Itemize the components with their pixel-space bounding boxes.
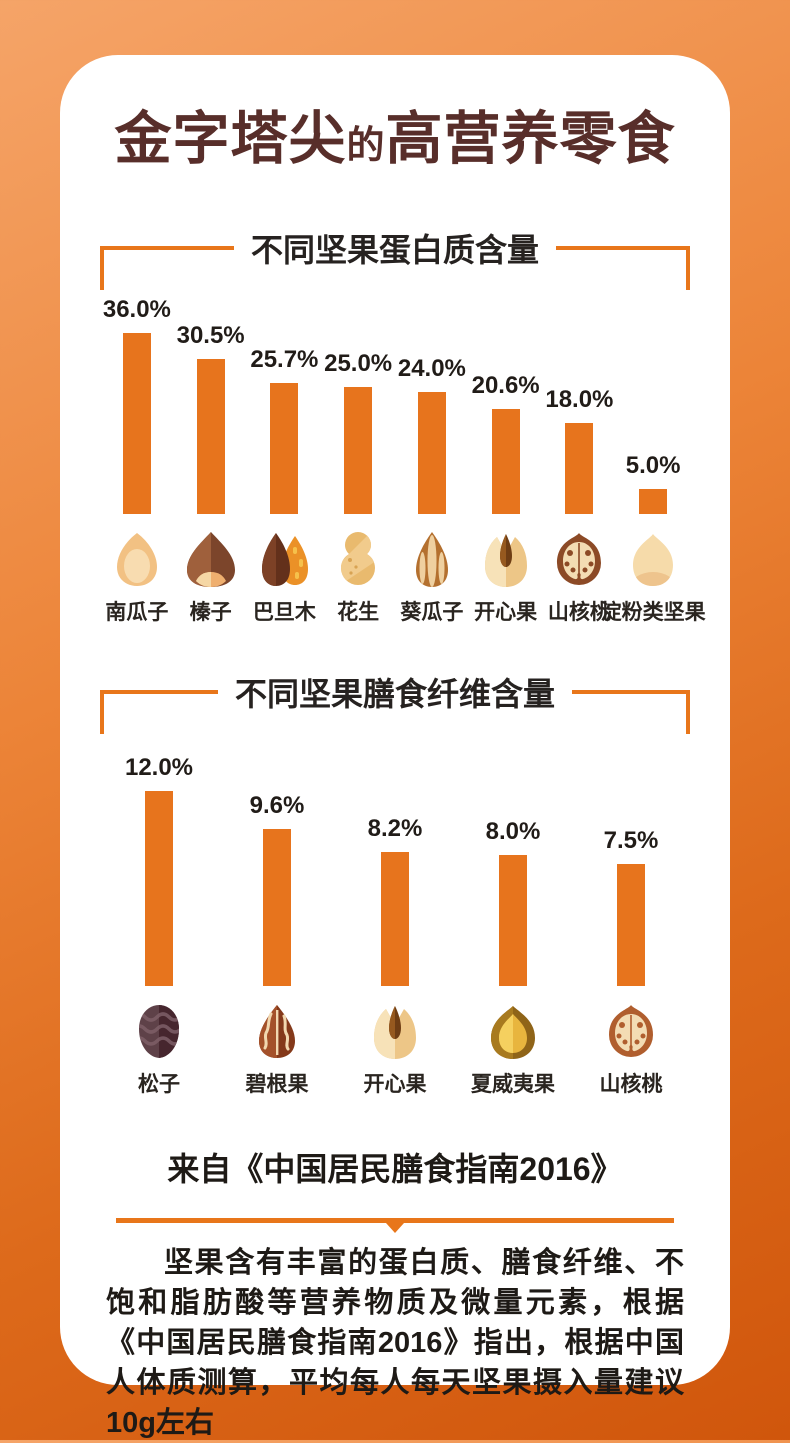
- walnut-red-icon: [600, 1001, 662, 1061]
- chart-column: 12.0% 松子: [100, 754, 218, 1098]
- bar: [344, 386, 373, 514]
- category-label: 花生: [337, 601, 380, 624]
- bracket-right-icon: [556, 226, 691, 290]
- bar: [491, 409, 520, 514]
- chart-column: 25.7% 巴旦木: [248, 296, 322, 626]
- pistachio-icon: [475, 529, 537, 589]
- bar-wrapper: 24.0%: [398, 296, 466, 514]
- bar-value-label: 20.6%: [471, 372, 540, 400]
- bar: [639, 488, 668, 514]
- bar-wrapper: 9.6%: [249, 754, 305, 986]
- bar-value-label: 9.6%: [249, 792, 305, 820]
- chart-column: 7.5% 山核桃: [572, 754, 690, 1098]
- pine-nut-icon: [128, 1001, 190, 1061]
- category-label: 夏威夷果: [471, 1073, 555, 1096]
- pecan-icon: [246, 1001, 308, 1061]
- title-part-2: 高营养零食: [385, 105, 676, 172]
- category-label: 葵瓜子: [400, 601, 464, 624]
- category-label: 山核桃: [547, 601, 611, 624]
- hazelnut-icon: [180, 529, 242, 589]
- bar-wrapper: 25.0%: [324, 296, 392, 514]
- bar-wrapper: 20.6%: [472, 296, 540, 514]
- bar-wrapper: 36.0%: [103, 296, 171, 514]
- page-title: 金字塔尖的高营养零食: [100, 101, 690, 182]
- bar: [380, 852, 409, 986]
- category-label: 开心果: [363, 1073, 427, 1096]
- arrow-down-icon: [386, 1223, 404, 1233]
- section-title-fiber: 不同坚果膳食纤维含量: [235, 676, 556, 712]
- chart-column: 30.5% 榛子: [174, 296, 248, 626]
- pumpkin-seed-icon: [106, 529, 168, 589]
- category-label: 松子: [138, 1073, 180, 1096]
- bar-value-label: 25.7%: [250, 346, 319, 374]
- bar-chart-protein: 36.0% 南瓜子 30.5% 榛子 25.7% 巴旦木 25.0% 花生 24…: [100, 296, 706, 626]
- bar-wrapper: 25.7%: [250, 296, 318, 514]
- infographic-card: 金字塔尖的高营养零食 不同坚果蛋白质含量 36.0% 南瓜子 30.5% 榛子 …: [60, 55, 730, 1439]
- bar: [196, 359, 225, 514]
- bar-value-label: 8.2%: [367, 815, 423, 843]
- bar-wrapper: 7.5%: [603, 754, 659, 986]
- chart-column: 8.0% 夏威夷果: [454, 754, 572, 1098]
- category-label: 山核桃: [599, 1073, 663, 1096]
- sunflower-seed-icon: [401, 529, 463, 589]
- protein-chart-section: 不同坚果蛋白质含量 36.0% 南瓜子 30.5% 榛子 25.7% 巴旦木 2…: [100, 226, 706, 626]
- bar-value-label: 25.0%: [324, 349, 393, 377]
- category-label: 榛子: [189, 601, 232, 624]
- chart-column: 5.0% 淀粉类坚果: [601, 296, 706, 626]
- bar-wrapper: 5.0%: [625, 296, 681, 514]
- chestnut-icon: [622, 529, 684, 589]
- category-label: 巴旦木: [252, 601, 316, 624]
- section-header-fiber: 不同坚果膳食纤维含量: [100, 670, 691, 734]
- fiber-chart-section: 不同坚果膳食纤维含量 12.0% 松子 9.6% 碧根果 8.2% 开心果 8.…: [100, 670, 691, 1098]
- bar: [262, 829, 291, 986]
- bar: [417, 392, 446, 514]
- divider-line: [116, 1218, 674, 1233]
- bar: [145, 791, 173, 986]
- bar-value-label: 36.0%: [102, 296, 171, 323]
- bar-value-label: 30.5%: [176, 322, 245, 349]
- bracket-left-icon: [100, 226, 234, 290]
- bar-wrapper: 8.0%: [485, 754, 541, 986]
- bar: [565, 422, 594, 514]
- bar-wrapper: 30.5%: [177, 296, 245, 514]
- chart-column: 18.0% 山核桃: [543, 296, 617, 626]
- bar: [270, 383, 299, 514]
- bracket-left-icon: [100, 670, 218, 734]
- peanut-icon: [327, 529, 389, 589]
- bar-wrapper: 8.2%: [367, 754, 423, 986]
- section-header-protein: 不同坚果蛋白质含量: [100, 226, 691, 290]
- bar-value-label: 8.0%: [485, 818, 541, 846]
- bar: [122, 333, 151, 514]
- chart-column: 25.0% 花生: [321, 296, 395, 626]
- bar-wrapper: 12.0%: [125, 754, 193, 986]
- pistachio-icon: [364, 1001, 426, 1061]
- category-label: 南瓜子: [105, 601, 169, 624]
- category-label: 淀粉类坚果: [600, 601, 706, 624]
- bracket-right-icon: [572, 670, 691, 734]
- chart-column: 8.2% 开心果: [336, 754, 454, 1098]
- chart-column: 20.6% 开心果: [469, 296, 543, 626]
- bar-chart-fiber: 12.0% 松子 9.6% 碧根果 8.2% 开心果 8.0% 夏威夷果 7.5…: [100, 754, 690, 1098]
- bar-value-label: 12.0%: [124, 754, 194, 781]
- bar: [616, 863, 645, 986]
- chart-column: 9.6% 碧根果: [218, 754, 336, 1098]
- bar-value-label: 24.0%: [397, 355, 466, 382]
- bar-wrapper: 18.0%: [545, 296, 613, 514]
- source-text: 来自《中国居民膳食指南2016》: [167, 1151, 623, 1187]
- title-part-1: 金字塔尖: [114, 105, 347, 172]
- category-label: 开心果: [474, 601, 538, 624]
- category-label: 碧根果: [245, 1073, 309, 1096]
- chart-column: 36.0% 南瓜子: [100, 296, 174, 626]
- description-paragraph: 坚果含有丰富的蛋白质、膳食纤维、不饱和脂肪酸等营养物质及微量元素，根据《中国居民…: [106, 1247, 684, 1439]
- bar-value-label: 18.0%: [545, 385, 614, 413]
- almond-icon: [253, 529, 315, 589]
- title-part-de: 的: [346, 122, 386, 167]
- walnut-icon: [548, 529, 610, 589]
- bar: [498, 855, 527, 986]
- bar-value-label: 7.5%: [603, 826, 659, 854]
- section-title-protein: 不同坚果蛋白质含量: [251, 232, 540, 268]
- chart-column: 24.0% 葵瓜子: [395, 296, 469, 626]
- bar-value-label: 5.0%: [625, 451, 681, 479]
- macadamia-icon: [482, 1001, 544, 1061]
